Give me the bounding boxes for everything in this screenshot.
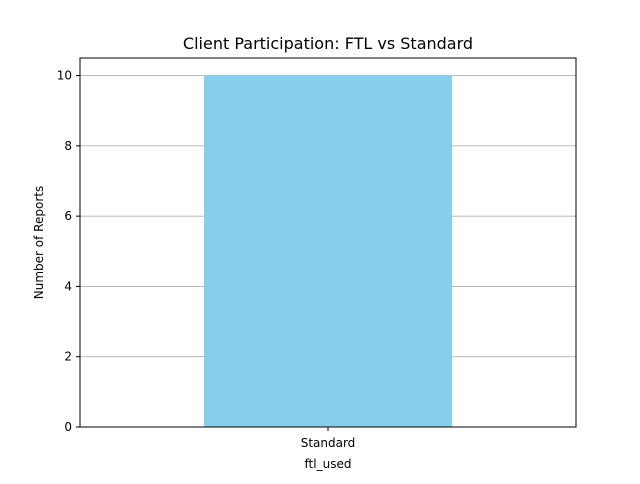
y-axis-label: Number of Reports: [32, 186, 46, 299]
y-tick-label: 4: [64, 279, 72, 293]
y-tick-label: 6: [64, 209, 72, 223]
x-axis-ticks: Standard: [301, 427, 356, 450]
x-tick-label: Standard: [301, 436, 356, 450]
chart-title: Client Participation: FTL vs Standard: [183, 34, 473, 53]
bar-standard: [204, 75, 452, 428]
bars: [204, 75, 452, 428]
y-axis-ticks: 0 2 4 6 8 10: [57, 69, 80, 434]
x-axis-label: ftl_used: [305, 457, 352, 471]
y-tick-label: 2: [64, 350, 72, 364]
y-tick-label: 8: [64, 139, 72, 153]
y-tick-label: 0: [64, 420, 72, 434]
y-tick-label: 10: [57, 69, 72, 83]
